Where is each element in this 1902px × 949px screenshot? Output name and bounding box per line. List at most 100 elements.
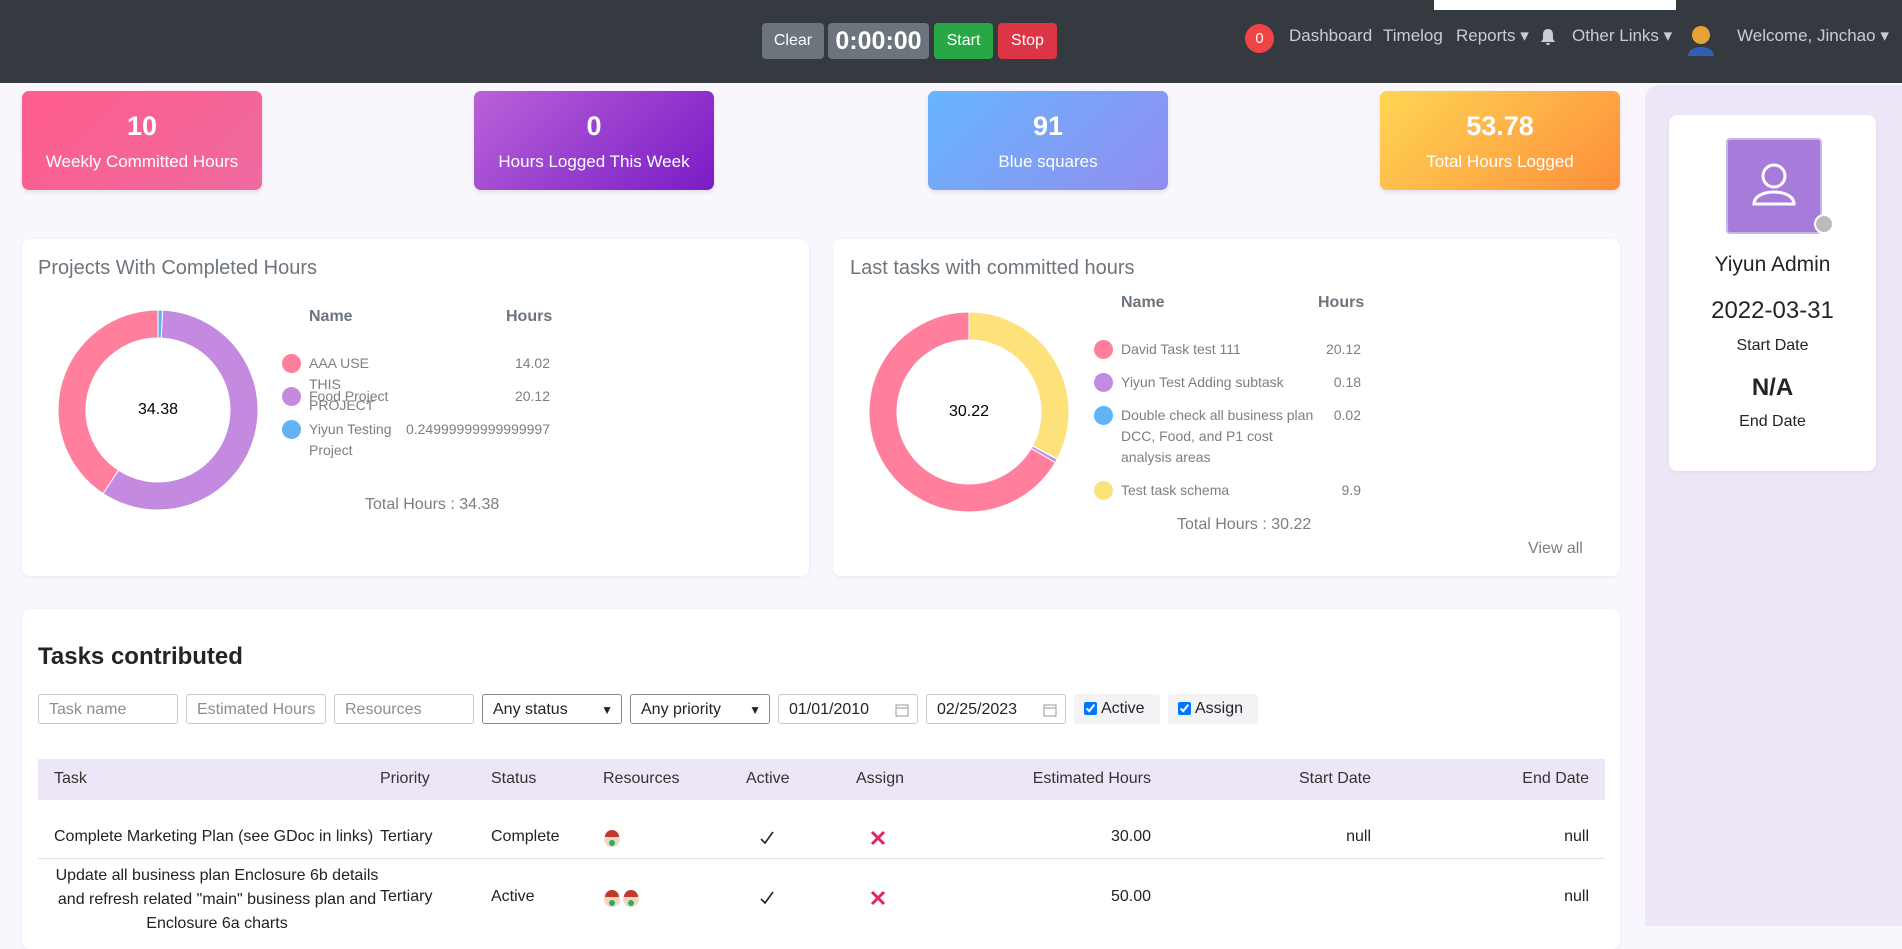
legend-hours: 20.12 <box>514 388 550 404</box>
row-divider <box>38 858 1605 859</box>
bell-icon[interactable] <box>1540 28 1556 46</box>
check-icon <box>760 891 774 905</box>
legend-hours: 20.12 <box>1325 341 1361 357</box>
legend-swatch <box>282 420 301 439</box>
legend-name: Food Project <box>309 388 389 404</box>
stat-value: 10 <box>126 111 158 141</box>
legend-header: Hours <box>1318 294 1365 311</box>
stat-label: Blue squares <box>998 152 1098 171</box>
chevron: ▼ <box>749 703 761 717</box>
placeholder: Task name <box>49 701 127 718</box>
estimated-cell: 30.00 <box>1110 828 1151 845</box>
select-value: Any priority <box>641 701 722 718</box>
stat-value: 0 <box>586 111 602 141</box>
placeholder: Estimated Hours <box>197 701 316 718</box>
welcome-dropdown[interactable]: Welcome, Jinchao ▾ <box>1737 26 1889 45</box>
status-dot <box>1814 214 1834 234</box>
placeholder: Resources <box>345 701 422 718</box>
legend-swatch <box>1094 406 1113 425</box>
task-name-input[interactable]: Task name <box>38 694 178 724</box>
legend-name: Yiyun Test Adding subtask <box>1121 374 1284 390</box>
select-value: Any status <box>493 701 568 718</box>
start-button[interactable]: Start <box>934 23 993 59</box>
legend-hours: 0.18 <box>1333 374 1361 390</box>
legend-hours: 0.02 <box>1333 407 1361 423</box>
estimated-hours-input[interactable]: Estimated Hours <box>186 694 326 724</box>
nav-label: Other Links <box>1572 26 1659 45</box>
nav-link[interactable]: Dashboard <box>1289 26 1373 45</box>
assign-checkbox[interactable]: Assign <box>1168 694 1258 724</box>
from-date-input[interactable]: 01/01/2010 <box>778 694 918 724</box>
column-header[interactable]: Priority <box>380 770 430 787</box>
checkbox-label: Active <box>1101 700 1145 717</box>
calendar-icon <box>895 704 909 717</box>
date-value: 01/01/2010 <box>789 701 870 718</box>
column-header[interactable]: Assign <box>856 770 905 787</box>
chart-title: Last tasks with committed hours <box>850 257 1135 279</box>
task-cell: Complete Marketing Plan (see GDoc in lin… <box>54 828 374 845</box>
profile-card: Yiyun Admin 2022-03-31 Start Date N/A En… <box>1669 115 1876 471</box>
legend-header: Name <box>1121 294 1165 311</box>
column-header[interactable]: Estimated Hours <box>1032 770 1151 787</box>
checkbox-label: Assign <box>1195 700 1244 717</box>
nav-dropdown[interactable]: Reports ▾ <box>1456 26 1529 45</box>
to-date-input[interactable]: 02/25/2023 <box>926 694 1066 724</box>
legend-hours: 9.9 <box>1341 482 1361 498</box>
person-icon <box>1752 163 1796 206</box>
stat-card: 10 Weekly Committed Hours <box>22 91 262 190</box>
end-cell: null <box>1564 828 1589 845</box>
legend-header: Hours <box>506 308 553 325</box>
active-checkbox[interactable]: Active <box>1074 694 1160 724</box>
legend-swatch <box>282 354 301 373</box>
legend-swatch <box>1094 340 1113 359</box>
nav-label: Reports <box>1456 26 1516 45</box>
legend-hours: 0.24999999999999997 <box>405 421 550 437</box>
checkbox[interactable] <box>1178 702 1191 715</box>
stat-value: 91 <box>1032 111 1064 141</box>
cross-icon <box>870 830 886 846</box>
total-value: 30.22 <box>1271 516 1312 533</box>
legend-name: Yiyun Testing Project <box>309 421 392 458</box>
column-header[interactable]: Active <box>746 770 790 787</box>
calendar-icon <box>1043 704 1057 717</box>
end-date-label: End Date <box>1739 413 1806 430</box>
tasks-title: Tasks contributed <box>38 643 243 670</box>
column-header[interactable]: Task <box>54 770 87 787</box>
welcome-text: Welcome, Jinchao <box>1737 26 1876 45</box>
total-hours: Total Hours : 30.22 <box>1177 514 1311 535</box>
legend-name: Test task schema <box>1121 482 1230 498</box>
profile-name: Yiyun Admin <box>1714 253 1831 276</box>
resources-input[interactable]: Resources <box>334 694 474 724</box>
status-cell: Complete <box>491 828 560 845</box>
stat-card: 0 Hours Logged This Week <box>474 91 714 190</box>
priority-cell: Tertiary <box>380 828 433 845</box>
checkbox[interactable] <box>1084 702 1097 715</box>
nav-dropdown[interactable]: Other Links ▾ <box>1572 26 1673 45</box>
total-label: Total Hours : <box>365 496 455 513</box>
cross-icon <box>870 890 886 906</box>
start-date: 2022-03-31 <box>1711 297 1834 324</box>
status-cell: Active <box>491 888 535 905</box>
status-select[interactable]: Any status ▼ <box>482 694 622 724</box>
legend-name: Double check all business plan DCC, Food… <box>1121 407 1314 465</box>
column-header[interactable]: Start Date <box>1298 770 1371 787</box>
view-all-link[interactable]: View all <box>1528 540 1583 557</box>
priority-select[interactable]: Any priority ▼ <box>630 694 770 724</box>
notification-badge[interactable]: 0 <box>1245 24 1274 53</box>
profile-photo <box>1726 138 1822 234</box>
total-hours: Total Hours : 34.38 <box>365 494 499 515</box>
stop-button[interactable]: Stop <box>998 23 1057 59</box>
user-avatar[interactable] <box>1685 24 1717 56</box>
clear-button[interactable]: Clear <box>762 23 824 59</box>
total-label: Total Hours : <box>1177 516 1267 533</box>
chart-card <box>22 239 809 576</box>
legend-swatch <box>1094 373 1113 392</box>
column-header[interactable]: End Date <box>1522 770 1589 787</box>
stat-label: Total Hours Logged <box>1426 152 1574 171</box>
search-bar[interactable] <box>1434 0 1676 10</box>
nav-link[interactable]: Timelog <box>1383 26 1443 45</box>
column-header[interactable]: Resources <box>603 770 680 787</box>
legend-name: AAA USE THIS PROJECT <box>309 355 375 413</box>
column-header[interactable]: Status <box>491 770 537 787</box>
